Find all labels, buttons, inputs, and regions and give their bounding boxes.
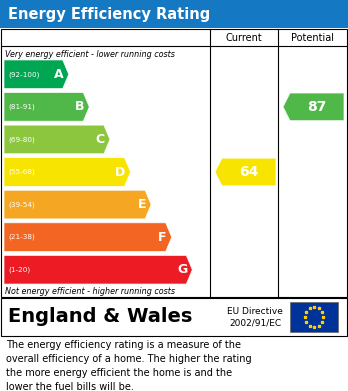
Polygon shape (4, 190, 151, 219)
Text: (69-80): (69-80) (8, 136, 35, 143)
Text: F: F (158, 231, 167, 244)
Text: Not energy efficient - higher running costs: Not energy efficient - higher running co… (5, 287, 175, 296)
Bar (290, 302, 338, 332)
Text: Energy Efficiency Rating: Energy Efficiency Rating (8, 7, 210, 22)
Polygon shape (4, 223, 172, 251)
Text: 87: 87 (307, 100, 327, 114)
Polygon shape (4, 125, 110, 154)
Text: B: B (75, 100, 84, 113)
Bar (1, 29, 347, 297)
Text: (81-91): (81-91) (8, 104, 35, 110)
Polygon shape (4, 93, 89, 121)
Bar (0, 0, 348, 28)
Text: Potential: Potential (291, 33, 333, 43)
Text: Very energy efficient - lower running costs: Very energy efficient - lower running co… (5, 50, 175, 59)
Text: E: E (137, 198, 146, 211)
Text: (21-38): (21-38) (8, 234, 35, 240)
Text: EU Directive
2002/91/EC: EU Directive 2002/91/EC (227, 307, 283, 327)
Text: The energy efficiency rating is a measure of the
overall efficiency of a home. T: The energy efficiency rating is a measur… (6, 340, 252, 391)
Polygon shape (4, 158, 130, 187)
Text: D: D (115, 165, 126, 179)
Polygon shape (215, 158, 276, 186)
Text: (39-54): (39-54) (8, 201, 35, 208)
Text: A: A (54, 68, 64, 81)
Text: Current: Current (226, 33, 262, 43)
Polygon shape (4, 60, 69, 89)
Text: (1-20): (1-20) (8, 266, 30, 273)
Polygon shape (4, 255, 192, 284)
Text: (55-68): (55-68) (8, 169, 35, 175)
Text: England & Wales: England & Wales (8, 307, 192, 326)
Text: C: C (96, 133, 105, 146)
Text: (92-100): (92-100) (8, 71, 39, 77)
Text: 64: 64 (239, 165, 259, 179)
Text: G: G (177, 263, 187, 276)
Bar (1, 298, 347, 336)
Polygon shape (283, 93, 344, 121)
